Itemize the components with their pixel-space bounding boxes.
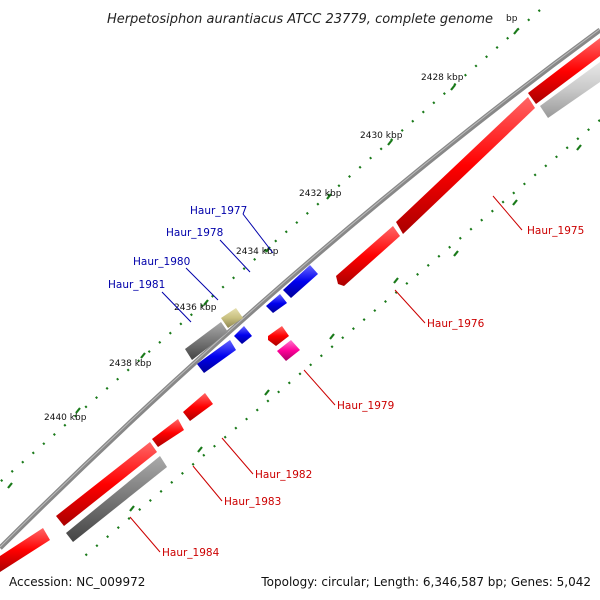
tick-labels: bp 2428 kbp 2430 kbp 2432 kbp 2434 kbp 2…	[44, 14, 518, 423]
map-title: Herpetosiphon aurantiacus ATCC 23779, co…	[107, 12, 493, 27]
tick-marks-inner	[79, 119, 600, 561]
tick-label: 2428 kbp	[421, 73, 464, 83]
gene-haur-1975-body[interactable]	[396, 97, 535, 234]
gene-label-haur-1984[interactable]: Haur_1984	[162, 547, 220, 559]
gene-label-haur-1979[interactable]: Haur_1979	[337, 400, 394, 412]
tick-label: 2436 kbp	[174, 303, 217, 313]
gene-label-haur-1980[interactable]: Haur_1980	[133, 256, 190, 268]
gene-label-haur-1975[interactable]: Haur_1975	[527, 225, 584, 237]
gene-haur-1980[interactable]	[221, 308, 252, 344]
gene-bottom-left[interactable]	[0, 528, 50, 572]
gene-haur-1984[interactable]	[56, 442, 167, 542]
tick-label: 2430 kbp	[360, 131, 403, 141]
tick-label: 2440 kbp	[44, 413, 87, 423]
gene-label-haur-1982[interactable]: Haur_1982	[255, 469, 312, 481]
genome-summary-text: Topology: circular; Length: 6,346,587 bp…	[260, 575, 591, 589]
gene-labels-reverse: Haur_1977 Haur_1978 Haur_1980 Haur_1981	[108, 205, 247, 291]
gene-haur-1983[interactable]	[152, 419, 184, 447]
gene-haur-1981[interactable]	[185, 322, 236, 373]
tick-label-partial: bp	[506, 14, 518, 24]
gene-label-haur-1977[interactable]: Haur_1977	[190, 205, 247, 217]
gene-haur-1982[interactable]	[183, 393, 213, 421]
tick-marks-major	[7, 28, 582, 512]
accession-text: Accession: NC_009972	[9, 575, 145, 589]
gene-haur-1979[interactable]	[268, 326, 300, 361]
gene-haur-1978[interactable]	[266, 294, 287, 313]
gene-leaders	[129, 195, 523, 553]
tick-label: 2438 kbp	[109, 359, 152, 369]
gene-haur-1977[interactable]	[283, 265, 318, 298]
gene-label-haur-1983[interactable]: Haur_1983	[224, 496, 281, 508]
gene-label-haur-1981[interactable]: Haur_1981	[108, 279, 165, 291]
gene-haur-1976[interactable]	[336, 226, 400, 286]
genome-backbone	[0, 27, 600, 550]
gene-label-haur-1976[interactable]: Haur_1976	[427, 318, 485, 330]
gene-label-haur-1978[interactable]: Haur_1978	[166, 227, 223, 239]
tick-label: 2432 kbp	[299, 189, 342, 199]
tick-label: 2434 kbp	[236, 247, 279, 257]
gene-haur-1975[interactable]	[528, 38, 600, 118]
gene-labels-forward: Haur_1975 Haur_1976 Haur_1979 Haur_1982 …	[162, 225, 584, 559]
